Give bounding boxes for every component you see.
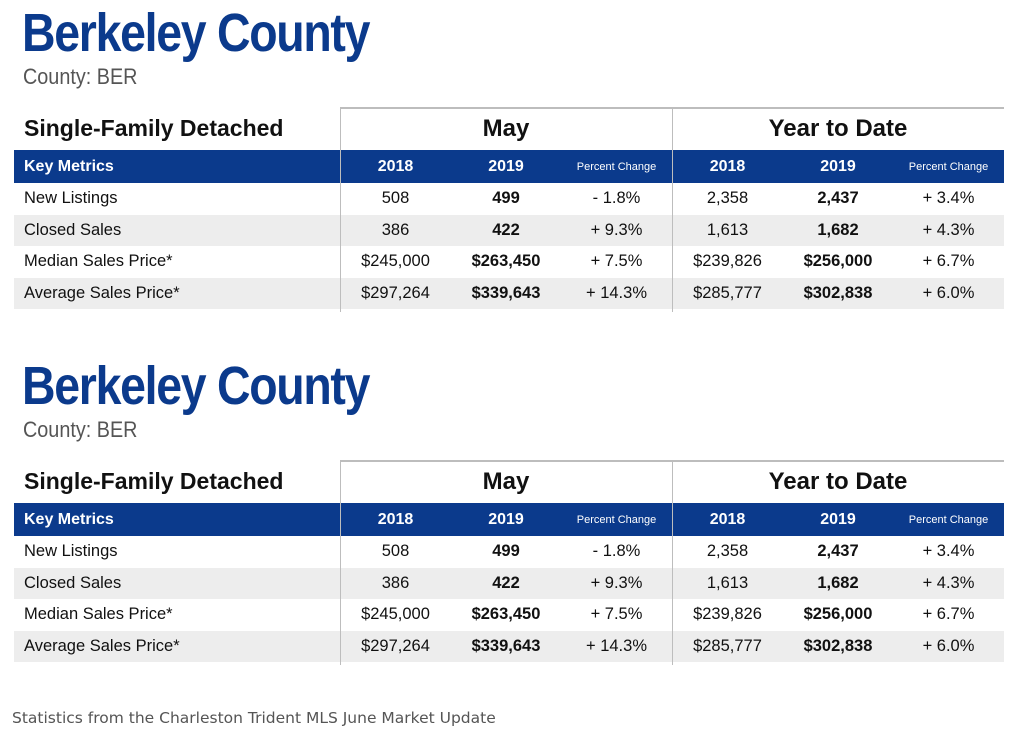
section-label: Single-Family Detached [24,468,284,494]
col-ytd-pct: Percent Change [908,513,989,526]
period-may-label: May [482,467,530,495]
period-ytd-label: Year to Date [768,467,908,495]
pct-cell: + 6.0% [922,636,975,655]
pct-cell: + 14.3% [585,283,647,302]
value-cell: 1,613 [706,220,749,239]
value-cell: $239,826 [693,252,762,271]
value-cell: $263,450 [471,252,541,271]
metric-label: Closed Sales [24,573,122,592]
pct-cell: + 4.3% [922,220,975,239]
table-column-header: Key Metrics 2018 2019 Percent Change 201… [14,150,1004,183]
pct-cell: + 4.3% [922,573,975,592]
value-cell: $302,838 [803,636,873,655]
value-cell: $256,000 [803,605,873,624]
col-ytd-2019: 2019 [820,157,856,175]
pct-cell: + 6.7% [922,605,975,624]
value-cell: $263,450 [471,605,541,624]
value-cell: 2,437 [817,542,859,561]
table-row: Closed Sales 386 422 + 9.3% 1,613 1,682 … [14,567,1004,599]
table-period-header: Single-Family Detached May Year to Date [14,460,1004,503]
value-cell: $285,777 [693,636,762,655]
value-cell: 2,358 [706,542,749,561]
table-row: New Listings 508 499 - 1.8% 2,358 2,437 … [14,536,1004,568]
value-cell: 386 [381,220,410,239]
pct-cell: + 7.5% [590,605,643,624]
column-divider [340,107,341,312]
pct-cell: + 6.0% [922,283,975,302]
pct-cell: + 14.3% [585,636,647,655]
pct-cell: + 3.4% [922,189,975,208]
county-title: Berkeley County [22,3,370,63]
column-divider [672,107,673,312]
pct-cell: - 1.8% [592,542,641,561]
value-cell: 499 [492,542,520,561]
source-caption: Statistics from the Charleston Trident M… [12,709,496,727]
col-ytd-2018: 2018 [709,157,746,175]
value-cell: 508 [381,189,410,208]
key-metrics-label: Key Metrics [24,510,114,528]
metric-label: Average Sales Price* [24,283,180,302]
value-cell: $297,264 [361,636,430,655]
county-code: County: BER [23,417,138,442]
value-cell: 2,358 [706,189,749,208]
column-divider [340,460,341,665]
key-metrics-label: Key Metrics [24,157,114,175]
pct-cell: + 6.7% [922,252,975,271]
value-cell: 386 [381,573,410,592]
table-row: Median Sales Price* $245,000 $263,450 + … [14,246,1004,278]
table-period-header: Single-Family Detached May Year to Date [14,107,1004,150]
col-may-pct: Percent Change [576,513,657,526]
col-ytd-pct: Percent Change [908,160,989,173]
col-may-2019: 2019 [488,157,524,175]
metric-label: New Listings [24,542,118,561]
metric-label: Average Sales Price* [24,636,180,655]
metric-label: New Listings [24,189,118,208]
col-may-2018: 2018 [377,510,414,528]
col-may-2019: 2019 [488,510,524,528]
value-cell: $339,643 [471,283,541,302]
county-title: Berkeley County [22,356,370,416]
period-ytd-label: Year to Date [768,114,908,142]
col-ytd-2018: 2018 [709,510,746,528]
county-code: County: BER [23,64,138,89]
value-cell: $297,264 [361,283,430,302]
value-cell: $302,838 [803,283,873,302]
period-may-label: May [482,114,530,142]
value-cell: $339,643 [471,636,541,655]
value-cell: $285,777 [693,283,762,302]
pct-cell: + 7.5% [590,252,643,271]
value-cell: 1,682 [817,220,859,239]
value-cell: $245,000 [361,605,430,624]
value-cell: 499 [492,189,520,208]
pct-cell: + 3.4% [922,542,975,561]
section-label: Single-Family Detached [24,115,284,141]
table-row: New Listings 508 499 - 1.8% 2,358 2,437 … [14,183,1004,215]
pct-cell: + 9.3% [590,220,643,239]
metric-label: Median Sales Price* [24,605,173,624]
value-cell: 508 [381,542,410,561]
table-row: Closed Sales 386 422 + 9.3% 1,613 1,682 … [14,214,1004,246]
table-row: Average Sales Price* $297,264 $339,643 +… [14,277,1004,309]
value-cell: $256,000 [803,252,873,271]
col-may-pct: Percent Change [576,160,657,173]
col-may-2018: 2018 [377,157,414,175]
value-cell: 422 [492,573,520,592]
pct-cell: - 1.8% [592,189,641,208]
value-cell: 2,437 [817,189,859,208]
col-ytd-2019: 2019 [820,510,856,528]
value-cell: 422 [492,220,520,239]
metrics-table: Single-Family Detached May Year to Date … [14,107,1004,312]
metric-label: Closed Sales [24,220,122,239]
metrics-table: Single-Family Detached May Year to Date … [14,460,1004,665]
value-cell: $245,000 [361,252,430,271]
column-divider [672,460,673,665]
value-cell: 1,682 [817,573,859,592]
table-column-header: Key Metrics 2018 2019 Percent Change 201… [14,503,1004,536]
value-cell: $239,826 [693,605,762,624]
pct-cell: + 9.3% [590,573,643,592]
value-cell: 1,613 [706,573,749,592]
table-row: Median Sales Price* $245,000 $263,450 + … [14,599,1004,631]
metric-label: Median Sales Price* [24,252,173,271]
table-row: Average Sales Price* $297,264 $339,643 +… [14,630,1004,662]
